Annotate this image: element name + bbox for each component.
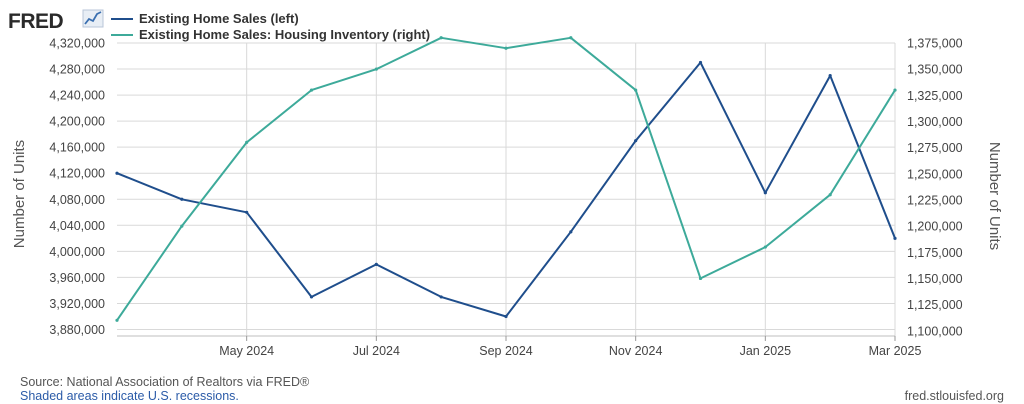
data-point[interactable]	[634, 88, 638, 92]
data-point[interactable]	[698, 60, 703, 65]
legend: Existing Home Sales (left) Existing Home…	[111, 11, 430, 42]
grid	[117, 42, 896, 337]
data-point[interactable]	[893, 236, 897, 240]
x-tick-label: Mar 2025	[869, 344, 922, 358]
data-point[interactable]	[309, 88, 314, 92]
data-point[interactable]	[180, 224, 184, 228]
data-point[interactable]	[180, 197, 184, 201]
y-axis-title-left: Number of Units	[11, 140, 28, 248]
y-axis-right-ticks: 1,100,000 1,125,000 1,150,000 1,175,000 1,20…	[907, 37, 963, 339]
recession-note-link[interactable]: Shaded areas indicate U.S. recessions.	[20, 389, 239, 403]
x-tick-label: Jul 2024	[353, 344, 400, 358]
data-point[interactable]	[374, 262, 378, 266]
data-point[interactable]	[893, 88, 897, 92]
y-left-tick-label: 4,280,000	[49, 63, 105, 77]
x-axis-ticks: May 2024 Jul 2024 Sep 2024 Nov 2024 Jan 2025…	[219, 336, 921, 358]
data-point[interactable]	[569, 230, 573, 234]
y-right-tick-label: 1,275,000	[907, 141, 963, 155]
site-link[interactable]: fred.stlouisfed.org	[904, 389, 1004, 403]
legend-item-left-series[interactable]: Existing Home Sales (left)	[111, 11, 299, 26]
data-point[interactable]	[374, 67, 378, 71]
data-point[interactable]	[634, 139, 638, 143]
series	[115, 36, 897, 322]
data-point[interactable]	[245, 210, 249, 214]
y-left-tick-label: 4,040,000	[49, 219, 105, 233]
fred-logo-text: FRED	[8, 10, 64, 33]
y-left-tick-label: 3,920,000	[49, 297, 105, 311]
y-right-tick-label: 1,350,000	[907, 63, 963, 77]
data-point[interactable]	[309, 295, 314, 299]
y-left-tick-label: 3,960,000	[49, 271, 105, 285]
y-right-tick-label: 1,150,000	[907, 272, 963, 286]
data-point[interactable]	[504, 46, 508, 50]
y-right-tick-label: 1,375,000	[907, 37, 963, 51]
x-tick-label: May 2024	[219, 344, 274, 358]
y-left-tick-label: 3,880,000	[49, 323, 105, 337]
data-point[interactable]	[698, 276, 703, 281]
x-tick-label: Sep 2024	[479, 344, 533, 358]
data-point[interactable]	[439, 36, 443, 40]
fred-logo[interactable]: FRED	[8, 9, 104, 33]
x-tick-label: Nov 2024	[609, 344, 663, 358]
data-point[interactable]	[763, 191, 767, 195]
y-right-tick-label: 1,100,000	[907, 324, 963, 338]
y-right-tick-label: 1,300,000	[907, 115, 963, 129]
line-chart: FRED Existing Home Sales (left) Existing…	[8, 9, 1003, 358]
y-right-tick-label: 1,125,000	[907, 298, 963, 312]
y-left-tick-label: 4,240,000	[49, 89, 105, 103]
y-left-tick-label: 4,000,000	[49, 245, 105, 259]
y-right-tick-label: 1,200,000	[907, 220, 963, 234]
data-point[interactable]	[115, 318, 119, 322]
data-point[interactable]	[569, 36, 573, 40]
data-point[interactable]	[245, 140, 249, 145]
y-right-tick-label: 1,325,000	[907, 89, 963, 103]
y-left-tick-label: 4,120,000	[49, 167, 105, 181]
y-right-tick-label: 1,250,000	[907, 167, 963, 181]
y-axis-left-ticks: 3,880,000 3,920,000 3,960,000 4,000,000 4,04…	[49, 37, 105, 337]
data-point[interactable]	[763, 245, 767, 249]
data-point[interactable]	[504, 314, 508, 319]
y-left-tick-label: 4,160,000	[49, 141, 105, 155]
legend-item-right-series[interactable]: Existing Home Sales: Housing Inventory (…	[111, 27, 430, 42]
legend-label-left-series: Existing Home Sales (left)	[139, 11, 299, 26]
y-left-tick-label: 4,200,000	[49, 115, 105, 129]
x-tick-label: Jan 2025	[740, 344, 791, 358]
legend-label-right-series: Existing Home Sales: Housing Inventory (…	[139, 27, 430, 42]
y-right-tick-label: 1,225,000	[907, 193, 963, 207]
source-note: Source: National Association of Realtors…	[20, 375, 310, 389]
y-left-tick-label: 4,320,000	[49, 37, 105, 51]
data-point[interactable]	[828, 73, 832, 78]
y-axis-title-right: Number of Units	[986, 142, 1003, 250]
y-left-tick-label: 4,080,000	[49, 193, 105, 207]
fred-chart-icon	[82, 9, 104, 28]
data-point[interactable]	[439, 295, 443, 299]
y-right-tick-label: 1,175,000	[907, 246, 963, 260]
data-point[interactable]	[115, 171, 119, 175]
data-point[interactable]	[828, 193, 832, 197]
